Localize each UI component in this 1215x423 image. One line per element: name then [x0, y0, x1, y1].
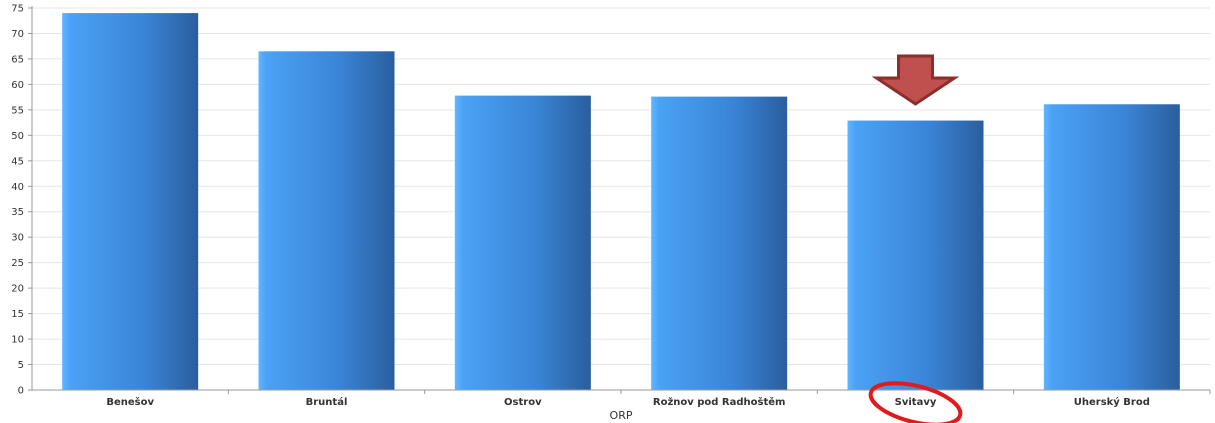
- y-axis: 0 5 10 15 20 25 30 35 40 45 50 55 60 65 70 75: [11, 4, 33, 397]
- y-tick-label: 35: [11, 207, 24, 218]
- y-tick-label: 45: [11, 156, 24, 167]
- y-tick-label: 10: [11, 335, 24, 346]
- bar: [258, 51, 395, 390]
- down-arrow-icon: [871, 54, 960, 106]
- x-tick-label: Benešov: [106, 396, 154, 408]
- x-tick-label: Svitavy: [895, 397, 937, 408]
- y-tick-label: 25: [11, 258, 24, 269]
- highlight-circle: [868, 381, 963, 423]
- y-tick-label: 75: [11, 4, 24, 15]
- y-tick-label: 15: [11, 309, 24, 320]
- y-tick-label: 40: [11, 182, 24, 193]
- y-tick-label: 55: [11, 105, 24, 116]
- y-tick-label: 50: [11, 131, 24, 142]
- x-tick-label: Ostrov: [504, 397, 542, 408]
- x-tick-label: Uherský Brod: [1074, 396, 1150, 408]
- x-axis-title: ORP: [610, 409, 633, 422]
- y-tick-label: 20: [11, 284, 24, 295]
- grid-lines: [32, 7, 1210, 366]
- bar: [847, 120, 984, 390]
- x-tick-label: Rožnov pod Radhoštěm: [653, 396, 786, 408]
- annotations: [62, 54, 1160, 423]
- y-tick-label: 5: [18, 360, 24, 371]
- bar: [62, 13, 199, 391]
- bar: [1043, 104, 1180, 390]
- bar: [651, 96, 788, 391]
- y-tick-label: 0: [18, 386, 24, 397]
- bar: [454, 95, 591, 390]
- bars: [62, 13, 1180, 391]
- y-tick-label: 65: [11, 54, 24, 65]
- y-tick-label: 70: [11, 29, 24, 40]
- x-tick-label: Bruntál: [306, 396, 348, 408]
- y-tick-label: 60: [11, 80, 24, 91]
- y-tick-label: 30: [11, 233, 24, 244]
- x-axis: Benešov Bruntál Ostrov Rožnov pod Radhoštěm…: [106, 390, 1211, 408]
